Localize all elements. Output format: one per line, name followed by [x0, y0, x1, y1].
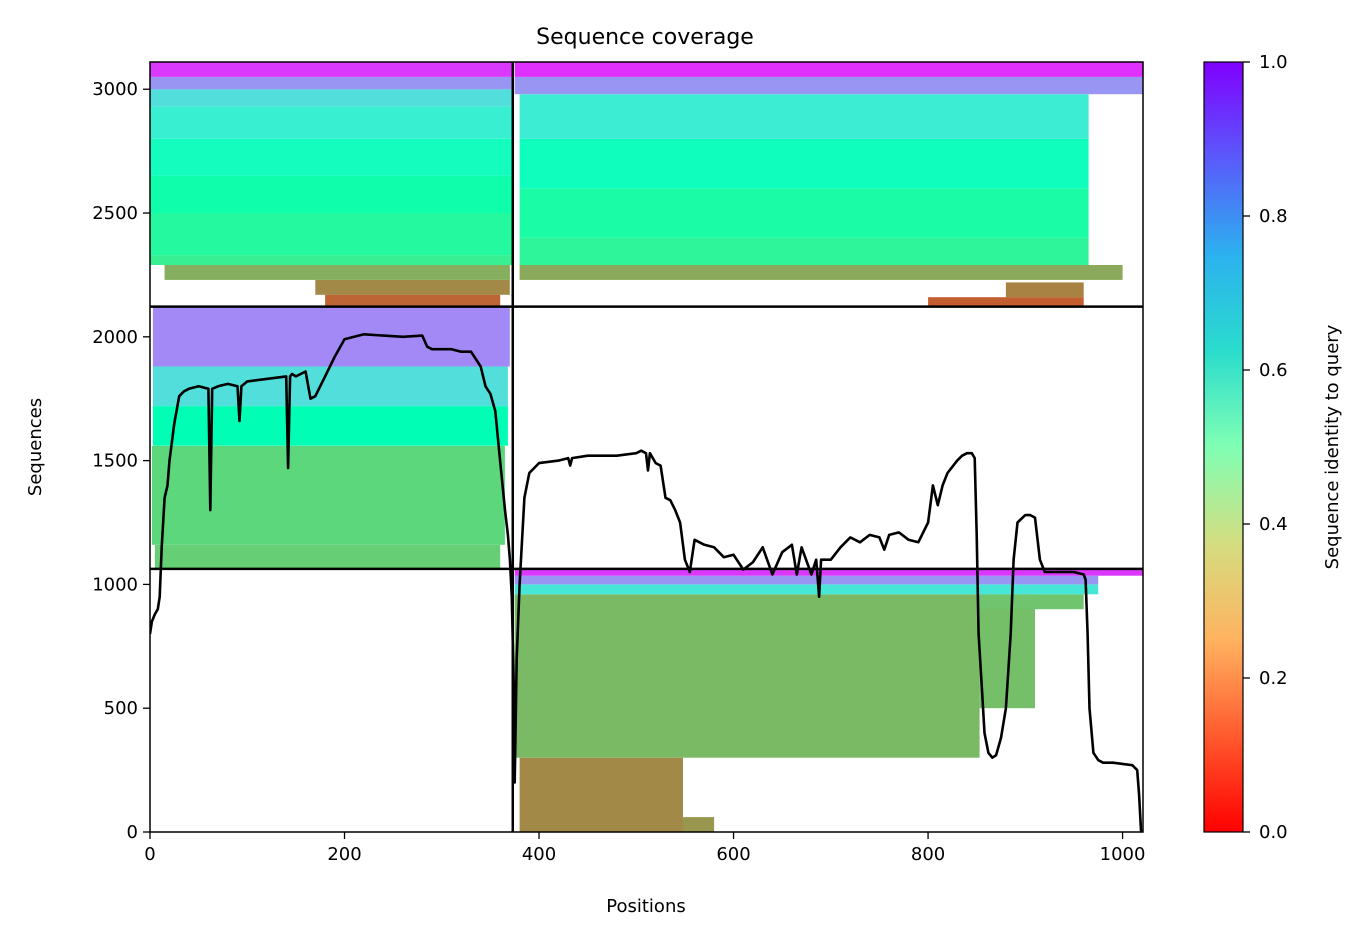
y-tick-label: 2000 [92, 327, 138, 348]
y-tick-label: 500 [104, 698, 138, 719]
heatmap-band [514, 76, 1143, 95]
x-tick-label: 800 [911, 844, 945, 865]
heatmap-band [514, 584, 1099, 595]
colorbar-tick-label: 0.2 [1259, 668, 1288, 689]
heatmap-band [519, 237, 1089, 265]
x-tick-label: 200 [327, 844, 361, 865]
heatmap-band [150, 138, 513, 176]
y-tick-label: 0 [127, 822, 138, 843]
heatmap-band [315, 279, 510, 295]
heatmap-band [154, 544, 501, 569]
heatmap-band [150, 106, 513, 139]
y-tick-label: 1500 [92, 451, 138, 472]
heatmap-band [152, 406, 508, 446]
y-tick-label: 3000 [92, 79, 138, 100]
heatmap-band [150, 89, 513, 107]
heatmap-band [683, 817, 715, 832]
colorbar-ticks: 0.0 0.2 0.4 0.6 0.8 1.0 [1243, 52, 1288, 843]
heatmap-band [152, 306, 510, 367]
heatmap-band [151, 445, 505, 545]
y-tick-label: 1000 [92, 574, 138, 595]
heatmap-band [514, 568, 1143, 576]
colorbar-tick-label: 0.0 [1259, 822, 1288, 843]
heatmap-band [979, 594, 1084, 610]
coverage-line [150, 333, 1143, 832]
heatmap-band [150, 62, 513, 77]
x-tick-label: 400 [522, 844, 556, 865]
heatmap-band [514, 594, 980, 758]
colorbar-tick-label: 0.4 [1259, 514, 1288, 535]
colorbar-tick-label: 0.6 [1259, 360, 1288, 381]
heatmap-band [152, 366, 508, 407]
heatmap-band [150, 76, 513, 90]
heatmap-band [519, 188, 1089, 238]
x-tick-label: 0 [144, 844, 155, 865]
heatmap-band [519, 757, 683, 832]
plot-frame [149, 61, 1144, 833]
colorbar-label: Sequence identity to query [1322, 324, 1343, 569]
heatmap-band [928, 297, 1084, 307]
heatmap-band [150, 175, 513, 213]
y-axis-ticks: 0 500 1000 1500 2000 2500 3000 [92, 79, 150, 843]
y-axis-label: Sequences [25, 398, 46, 496]
heatmap-band [519, 138, 1089, 189]
heatmap-band [519, 94, 1089, 139]
chart-title: Sequence coverage [536, 25, 754, 50]
coverage-line-layer [150, 333, 1143, 832]
x-tick-label: 600 [716, 844, 750, 865]
heatmap-band [1005, 282, 1084, 298]
heatmap-band [150, 255, 513, 265]
colorbar [1203, 61, 1244, 833]
y-tick-label: 2500 [92, 203, 138, 224]
heatmap-band [519, 265, 1123, 280]
heatmap-band [514, 62, 1143, 77]
coverage-heatmap [150, 62, 1143, 832]
heatmap-band [514, 575, 1099, 585]
heatmap-band [164, 265, 510, 280]
x-axis-ticks: 0 200 400 600 800 1000 [144, 832, 1145, 865]
heatmap-band [150, 213, 513, 256]
colorbar-tick-label: 0.8 [1259, 206, 1288, 227]
x-tick-label: 1000 [1100, 844, 1146, 865]
colorbar-tick-label: 1.0 [1259, 52, 1288, 73]
x-axis-label: Positions [606, 896, 685, 917]
heatmap-band [325, 294, 501, 307]
